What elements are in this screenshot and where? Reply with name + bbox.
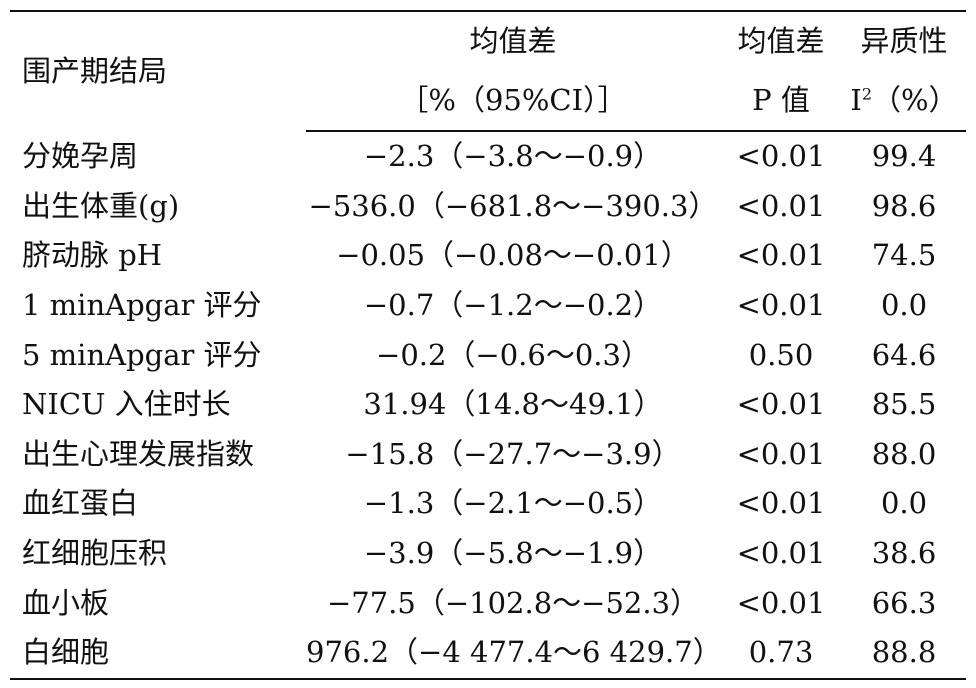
perinatal-outcomes-table: 围产期结局 均值差 均值差 异质性 ［%（95%CI）］ P 值 I2（%） 分… (10, 10, 966, 680)
cell-p-value: <0.01 (736, 436, 826, 471)
header-row-bottom: ［%（95%CI）］ P 值 I2（%） (10, 70, 966, 132)
cell-outcome: 5 minApgar 评分 (22, 337, 262, 372)
cell-mean-diff: −0.7（−1.2～−0.2） (363, 288, 663, 323)
cell-i2: 88.0 (871, 436, 937, 471)
cell-mean-diff: 31.94（14.8～49.1） (363, 387, 663, 422)
header-row-top: 围产期结局 均值差 均值差 异质性 (10, 10, 966, 131)
table-row: NICU 入住时长 31.94（14.8～49.1） <0.01 85.5 (10, 380, 966, 430)
cell-outcome: 出生心理发展指数 (22, 436, 255, 471)
table-row: 出生心理发展指数 −15.8（−27.7～−3.9） <0.01 88.0 (10, 430, 966, 480)
cell-p-value: <0.01 (736, 139, 826, 174)
cell-mean-diff: −0.05（−0.08～−0.01） (336, 238, 690, 273)
cell-i2: 85.5 (871, 387, 937, 422)
table-row: 红细胞压积 −3.9（−5.8～−1.9） <0.01 38.6 (10, 529, 966, 579)
cell-mean-diff: −536.0（−681.8～−390.3） (308, 188, 718, 223)
cell-i2: 98.6 (871, 188, 937, 223)
header-i-unit: （%） (872, 82, 958, 117)
cell-i2: 99.4 (871, 139, 937, 174)
table-row: 血红蛋白 −1.3（−2.1～−0.5） <0.01 0.0 (10, 479, 966, 529)
cell-i2: 88.8 (842, 627, 966, 680)
cell-p-value: <0.01 (736, 536, 826, 571)
cell-p-value: <0.01 (736, 188, 826, 223)
cell-outcome: 血红蛋白 (22, 486, 139, 521)
table-row: 5 minApgar 评分 −0.2（−0.6～0.3） 0.50 64.6 (10, 330, 966, 380)
table-row: 1 minApgar 评分 −0.7（−1.2～−0.2） <0.01 0.0 (10, 281, 966, 331)
cell-mean-diff: −15.8（−27.7～−3.9） (345, 436, 681, 471)
header-p-bottom: P 值 (720, 70, 842, 132)
table-row: 脐动脉 pH −0.05（−0.08～−0.01） <0.01 74.5 (10, 231, 966, 281)
header-heterogeneity-top: 异质性 (842, 10, 966, 70)
cell-i2: 0.0 (880, 288, 928, 323)
cell-mean-diff: −0.2（−0.6～0.3） (376, 337, 650, 372)
header-mean-diff: 均值差 (306, 10, 720, 70)
table-row: 出生体重(g) −536.0（−681.8～−390.3） <0.01 98.6 (10, 182, 966, 232)
cell-p-value: <0.01 (736, 288, 826, 323)
table-body: 分娩孕周 −2.3（−3.8～−0.9） <0.01 99.4 出生体重(g) … (10, 131, 966, 680)
table-row: 白细胞 976.2（−4 477.4～6 429.7） 0.73 88.8 (10, 627, 966, 680)
cell-i2: 0.0 (880, 486, 928, 521)
cell-outcome: 血小板 (22, 585, 110, 620)
header-outcome: 围产期结局 (10, 10, 306, 131)
cell-p-value: <0.01 (736, 387, 826, 422)
header-i-superscript: 2 (861, 83, 873, 103)
cell-outcome: NICU 入住时长 (22, 387, 231, 422)
table-row: 分娩孕周 −2.3（−3.8～−0.9） <0.01 99.4 (10, 131, 966, 182)
header-i-letter: I (850, 82, 862, 117)
cell-p-value: <0.01 (736, 486, 826, 521)
cell-mean-diff: 976.2（−4 477.4～6 429.7） (306, 627, 722, 680)
cell-outcome: 出生体重(g) (22, 188, 180, 223)
cell-i2: 64.6 (871, 337, 937, 372)
header-heterogeneity-bottom: I2（%） (842, 70, 966, 132)
cell-mean-diff: −2.3（−3.8～−0.9） (363, 139, 663, 174)
cell-i2: 66.3 (871, 585, 937, 620)
cell-p-value: <0.01 (736, 238, 826, 273)
cell-i2: 74.5 (871, 238, 937, 273)
cell-outcome: 脐动脉 pH (22, 238, 163, 273)
cell-p-value: 0.50 (748, 337, 814, 372)
table-row: 血小板 −77.5（−102.8～−52.3） <0.01 66.3 (10, 578, 966, 628)
cell-outcome: 红细胞压积 (22, 536, 168, 571)
cell-outcome: 分娩孕周 (22, 138, 139, 173)
table-header: 围产期结局 均值差 均值差 异质性 ［%（95%CI）］ P 值 I2（%） (10, 10, 966, 132)
cell-p-value: 0.73 (720, 627, 842, 680)
header-p-top: 均值差 (720, 10, 842, 70)
cell-mean-diff: −3.9（−5.8～−1.9） (363, 536, 663, 571)
cell-i2: 38.6 (871, 536, 937, 571)
cell-outcome: 1 minApgar 评分 (22, 288, 262, 323)
cell-mean-diff: −1.3（−2.1～−0.5） (363, 486, 663, 521)
cell-outcome: 白细胞 (10, 627, 306, 680)
header-mean-diff-ci: ［%（95%CI）］ (306, 70, 720, 132)
cell-p-value: <0.01 (736, 585, 826, 620)
cell-mean-diff: −77.5（−102.8～−52.3） (326, 585, 700, 620)
